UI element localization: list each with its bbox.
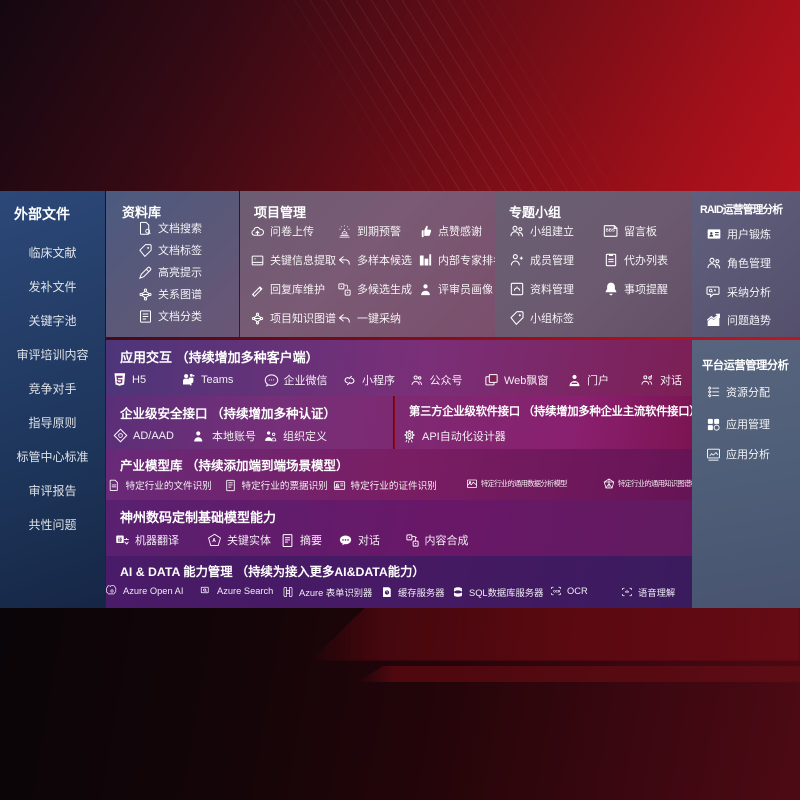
svg-text:OCR: OCR xyxy=(553,589,561,593)
svg-text:A: A xyxy=(212,537,216,543)
svg-text:BBS: BBS xyxy=(606,228,615,233)
svg-text:译: 译 xyxy=(118,536,123,543)
svg-text:A: A xyxy=(714,288,717,292)
